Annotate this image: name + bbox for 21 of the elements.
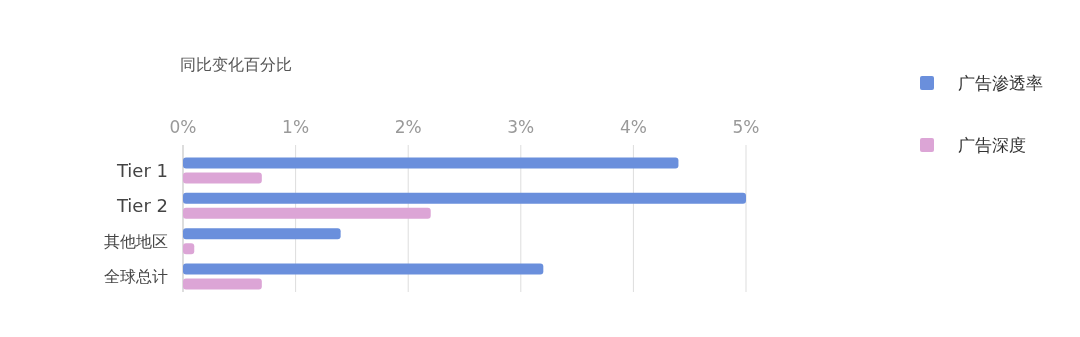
bar bbox=[183, 207, 431, 219]
x-tick-label: 4% bbox=[619, 117, 647, 137]
bar bbox=[183, 157, 679, 169]
chart-title: 同比变化百分比 bbox=[180, 55, 292, 74]
x-tick-label: 0% bbox=[169, 117, 197, 137]
bar bbox=[183, 192, 746, 204]
x-tick-label: 5% bbox=[732, 117, 760, 137]
legend-label: 广告渗透率 bbox=[958, 73, 1043, 93]
legend-label: 广告深度 bbox=[958, 135, 1026, 155]
bar bbox=[183, 263, 544, 275]
bar bbox=[183, 228, 341, 240]
y-tick-label: Tier 1 bbox=[115, 159, 168, 181]
y-tick-label: Tier 2 bbox=[115, 194, 168, 216]
bar bbox=[183, 172, 262, 184]
bar bbox=[183, 243, 195, 255]
x-tick-label: 1% bbox=[282, 117, 310, 137]
x-tick-label: 3% bbox=[507, 117, 535, 137]
bar bbox=[183, 278, 262, 290]
y-tick-label: 全球总计 bbox=[104, 267, 168, 287]
y-tick-label: 其他地区 bbox=[104, 232, 168, 252]
x-tick-label: 2% bbox=[394, 117, 422, 137]
